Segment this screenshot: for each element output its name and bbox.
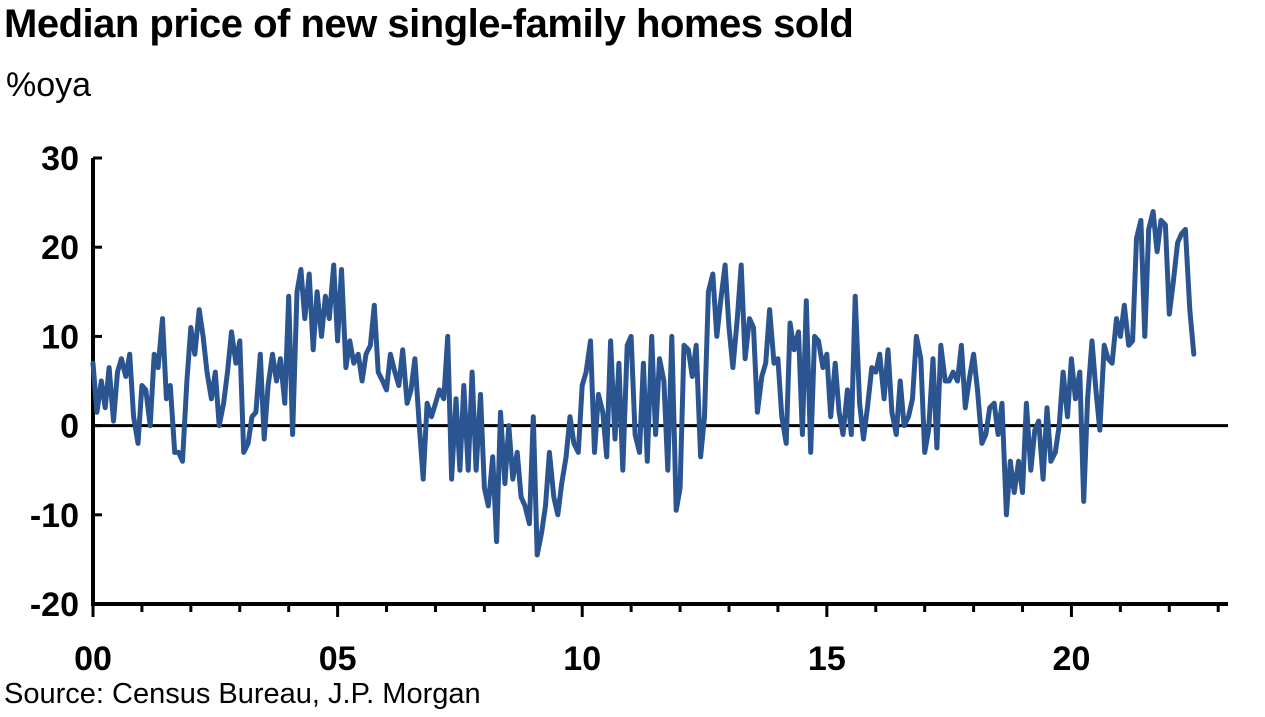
y-tick-label: 10 xyxy=(41,318,79,356)
x-axis-ticks: 00 05 10 15 20 xyxy=(74,604,1220,678)
chart-unit-label: %oya xyxy=(6,66,92,104)
y-axis-ticks: 30 20 10 0 -10 -20 xyxy=(30,140,102,624)
y-tick-label: 30 xyxy=(41,140,79,178)
y-tick-label: -20 xyxy=(30,586,79,624)
y-tick-label: 20 xyxy=(41,229,79,267)
x-tick-label: 15 xyxy=(808,640,846,678)
y-tick-label: -10 xyxy=(30,497,79,535)
series-line xyxy=(90,209,1197,558)
x-tick-label: 10 xyxy=(563,640,601,678)
source-note: Source: Census Bureau, J.P. Morgan xyxy=(4,678,481,710)
chart-title: Median price of new single-family homes … xyxy=(4,2,854,46)
x-tick-label: 05 xyxy=(319,640,357,678)
x-tick-label: 20 xyxy=(1053,640,1091,678)
y-tick-label: 0 xyxy=(60,408,79,446)
x-tick-label: 00 xyxy=(74,640,112,678)
